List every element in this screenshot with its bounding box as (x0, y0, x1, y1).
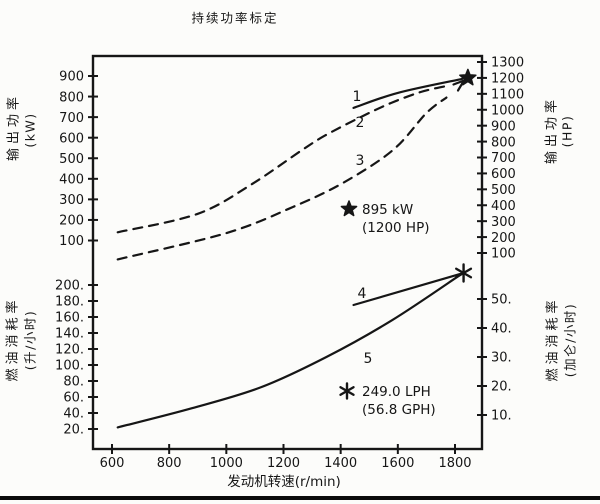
x-axis-title: 发动机转速(r/min) (227, 474, 341, 490)
fuel-lph-tick-label: 40. (63, 407, 84, 422)
power-hp-tick-label: 300 (491, 215, 516, 230)
curve-label-4: 4 (358, 286, 367, 302)
power-rating-annotation-line1: 895 kW (362, 202, 413, 218)
power-kw-tick-label: 200 (59, 214, 84, 229)
power-kw-tick-label: 800 (59, 90, 84, 105)
power-kw-tick-label: 400 (59, 173, 84, 188)
power-hp-tick-label: 900 (491, 119, 516, 134)
rpm-tick-label: 1600 (381, 456, 414, 471)
curve-5 (116, 273, 462, 429)
fuel-lph-tick-label: 60. (63, 391, 84, 406)
rpm-tick-label: 1000 (210, 456, 243, 471)
power-kw-tick-label: 500 (59, 152, 84, 167)
fuel-rating-annotation-line2: (56.8 GPH) (362, 402, 436, 418)
rpm-tick-label: 1200 (267, 456, 300, 471)
arrowhead (452, 78, 467, 92)
fuel-lph-tick-label: 140. (55, 327, 84, 342)
curve-label-2: 2 (356, 115, 365, 131)
fuel-rating-annotation-line1: 249.0 LPH (362, 384, 431, 400)
rpm-tick-label: 800 (157, 456, 182, 471)
chart-title: 持续功率标定 (191, 10, 279, 26)
curve-1 (352, 77, 464, 109)
power-kw-tick-label: 300 (59, 193, 84, 208)
power-kw-tick-label: 600 (59, 131, 84, 146)
star-legend-marker (340, 200, 358, 217)
fuel-lph-tick-label: 80. (63, 375, 84, 390)
fuel-lph-tick-label: 20. (63, 423, 84, 438)
curve-2 (116, 84, 449, 234)
power-hp-tick-label: 600 (491, 167, 516, 182)
power-hp-tick-label: 1300 (491, 56, 524, 71)
power-rating-annotation-line2: (1200 HP) (362, 220, 429, 236)
power-hp-tick-label: 800 (491, 135, 516, 150)
power-hp-tick-label: 1100 (491, 88, 524, 103)
power-kw-tick-label: 700 (59, 111, 84, 126)
fuel-lph-tick-label: 160. (55, 311, 84, 326)
star-marker (459, 68, 477, 86)
power-hp-tick-label: 1200 (491, 72, 524, 87)
rpm-tick-label: 1400 (324, 456, 357, 471)
power-hp-tick-label: 1000 (491, 103, 524, 118)
fuel-gph-tick-label: 40. (491, 322, 512, 337)
rpm-tick-label: 1800 (438, 456, 471, 471)
rpm-tick-label: 600 (100, 456, 125, 471)
curve-3 (116, 96, 448, 261)
power-hp-tick-label: 400 (491, 199, 516, 214)
page-bottom-rule (0, 496, 600, 500)
fuel-gph-tick-label: 50. (491, 293, 512, 308)
plot-frame (91, 54, 484, 451)
curve-label-3: 3 (356, 153, 365, 169)
curve-4 (352, 272, 462, 307)
power-kw-tick-label: 100 (59, 234, 84, 249)
fuel-gph-tick-label: 10. (491, 409, 512, 424)
fuel-lph-tick-label: 180. (55, 295, 84, 310)
fuel-gph-tick-label: 30. (491, 351, 512, 366)
power-hp-tick-label: 700 (491, 151, 516, 166)
fuel-lph-tick-label: 120. (55, 343, 84, 358)
power-hp-tick-label: 500 (491, 183, 516, 198)
power-kw-tick-label: 900 (59, 70, 84, 85)
fuel-lph-tick-label: 200. (55, 279, 84, 294)
curve-label-1: 1 (353, 89, 362, 105)
power-hp-tick-label: 200 (491, 231, 516, 246)
fuel-lph-tick-label: 100. (55, 359, 84, 374)
fuel-gph-tick-label: 20. (491, 380, 512, 395)
curve-label-5: 5 (364, 351, 373, 367)
power-hp-tick-label: 100 (491, 247, 516, 262)
